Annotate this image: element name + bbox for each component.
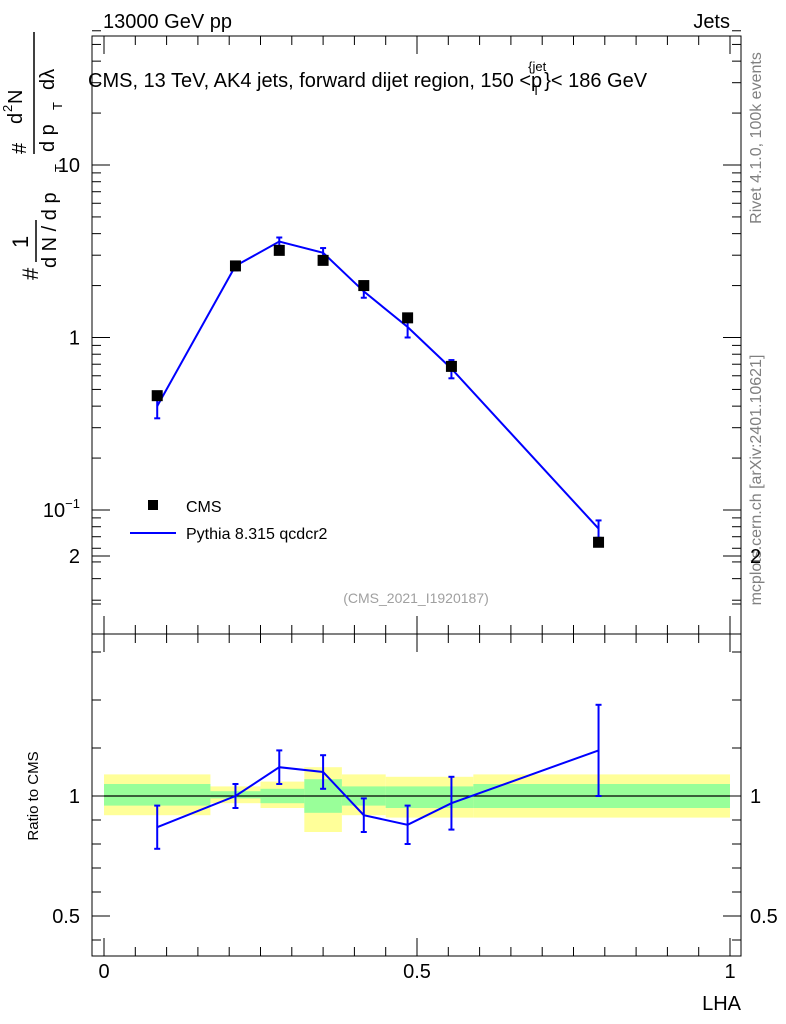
- main-ylabel-d2n: d: [5, 113, 27, 124]
- ratio-xtick-label: 0: [98, 961, 109, 983]
- main-ylabel-one: 1: [8, 236, 33, 248]
- main-ylabel-hash2: #: [9, 142, 31, 154]
- cms-data-point: [151, 390, 163, 402]
- main-ylabel-dp: d p: [37, 124, 59, 152]
- cms-data-point: [317, 254, 329, 266]
- main-title-post: }< 186 GeV: [544, 70, 648, 92]
- main-ylabel-n: N: [5, 90, 27, 104]
- legend-cms-marker: [148, 500, 158, 510]
- ratio-uncertainty-bands: [104, 767, 730, 832]
- ratio-xtick-label: 1: [724, 961, 735, 983]
- main-ytick-label-exp: −1: [65, 496, 80, 511]
- main-ylabel-t: T: [52, 164, 67, 172]
- legend: CMS Pythia 8.315 qcdcr2: [130, 499, 328, 543]
- header-right-label: Jets: [693, 11, 730, 33]
- ratio-plot-marks: [154, 703, 602, 850]
- main-title-sub: T: [532, 83, 540, 98]
- main-ylabel-t2: T: [50, 102, 65, 110]
- cms-data-point: [273, 244, 285, 256]
- ratio-xtick-label: 0.5: [403, 961, 431, 983]
- main-ylabel-two: 2: [0, 105, 15, 112]
- main-ylabel-dl: dλ: [37, 69, 59, 90]
- ratio-ytick-label-right: 2: [750, 546, 761, 568]
- main-ytick-label-base: 10: [58, 155, 80, 177]
- main-plot-marks: [151, 236, 605, 548]
- main-ylabel-hash1: #: [18, 267, 43, 280]
- ratio-ytick-label-left: 2: [69, 546, 80, 568]
- main-title-sup: {jet: [528, 59, 546, 74]
- cms-data-point: [593, 536, 605, 548]
- analysis-watermark: (CMS_2021_I1920187): [343, 590, 489, 606]
- cms-data-point: [229, 260, 241, 272]
- pythia-line: [156, 240, 600, 530]
- cms-data-point: [445, 360, 457, 372]
- main-title: CMS, 13 TeV, AK4 jets, forward dijet reg…: [88, 59, 648, 98]
- cms-data-point: [402, 312, 414, 324]
- main-ytick-label-base: 1: [69, 328, 80, 350]
- ratio-ytick-label-right: 1: [750, 786, 761, 808]
- main-ytick-label: 10−1: [43, 496, 80, 522]
- cms-data-point: [358, 280, 370, 292]
- main-ytick-label: 1: [69, 328, 80, 350]
- ratio-pythia-line: [156, 749, 599, 829]
- ratio-band-green: [385, 786, 474, 808]
- main-title-p: p: [531, 70, 542, 92]
- mcplots-label: mcplots.cern.ch [arXiv:2401.10621]: [748, 355, 765, 606]
- ratio-ytick-label-left: 1: [69, 786, 80, 808]
- ratio-ytick-label-left: 0.5: [52, 906, 80, 928]
- legend-cms-label: CMS: [186, 499, 222, 516]
- ratio-band-green: [104, 784, 211, 806]
- header-left-label: 13000 GeV pp: [103, 11, 232, 33]
- main-title-pre: CMS, 13 TeV, AK4 jets, forward dijet reg…: [88, 70, 531, 92]
- main-ylabel-dn: d N / d p: [39, 192, 61, 268]
- main-ytick-label-base: 10: [43, 500, 65, 522]
- main-ytick-label: 10: [58, 155, 80, 177]
- rivet-label: Rivet 4.1.0, 100k events: [748, 52, 765, 224]
- legend-pythia-label: Pythia 8.315 qcdcr2: [186, 526, 328, 543]
- ratio-axis-ticks: 2 2 1 1 0.5 0.5 0 0.5 1: [52, 546, 778, 983]
- ratio-ylabel: Ratio to CMS: [25, 751, 42, 840]
- main-ylabel: # 1 d N / d p T # d 2 N d p T dλ: [0, 32, 67, 280]
- ratio-xlabel: LHA: [702, 993, 742, 1015]
- ratio-ytick-label-right: 0.5: [750, 906, 778, 928]
